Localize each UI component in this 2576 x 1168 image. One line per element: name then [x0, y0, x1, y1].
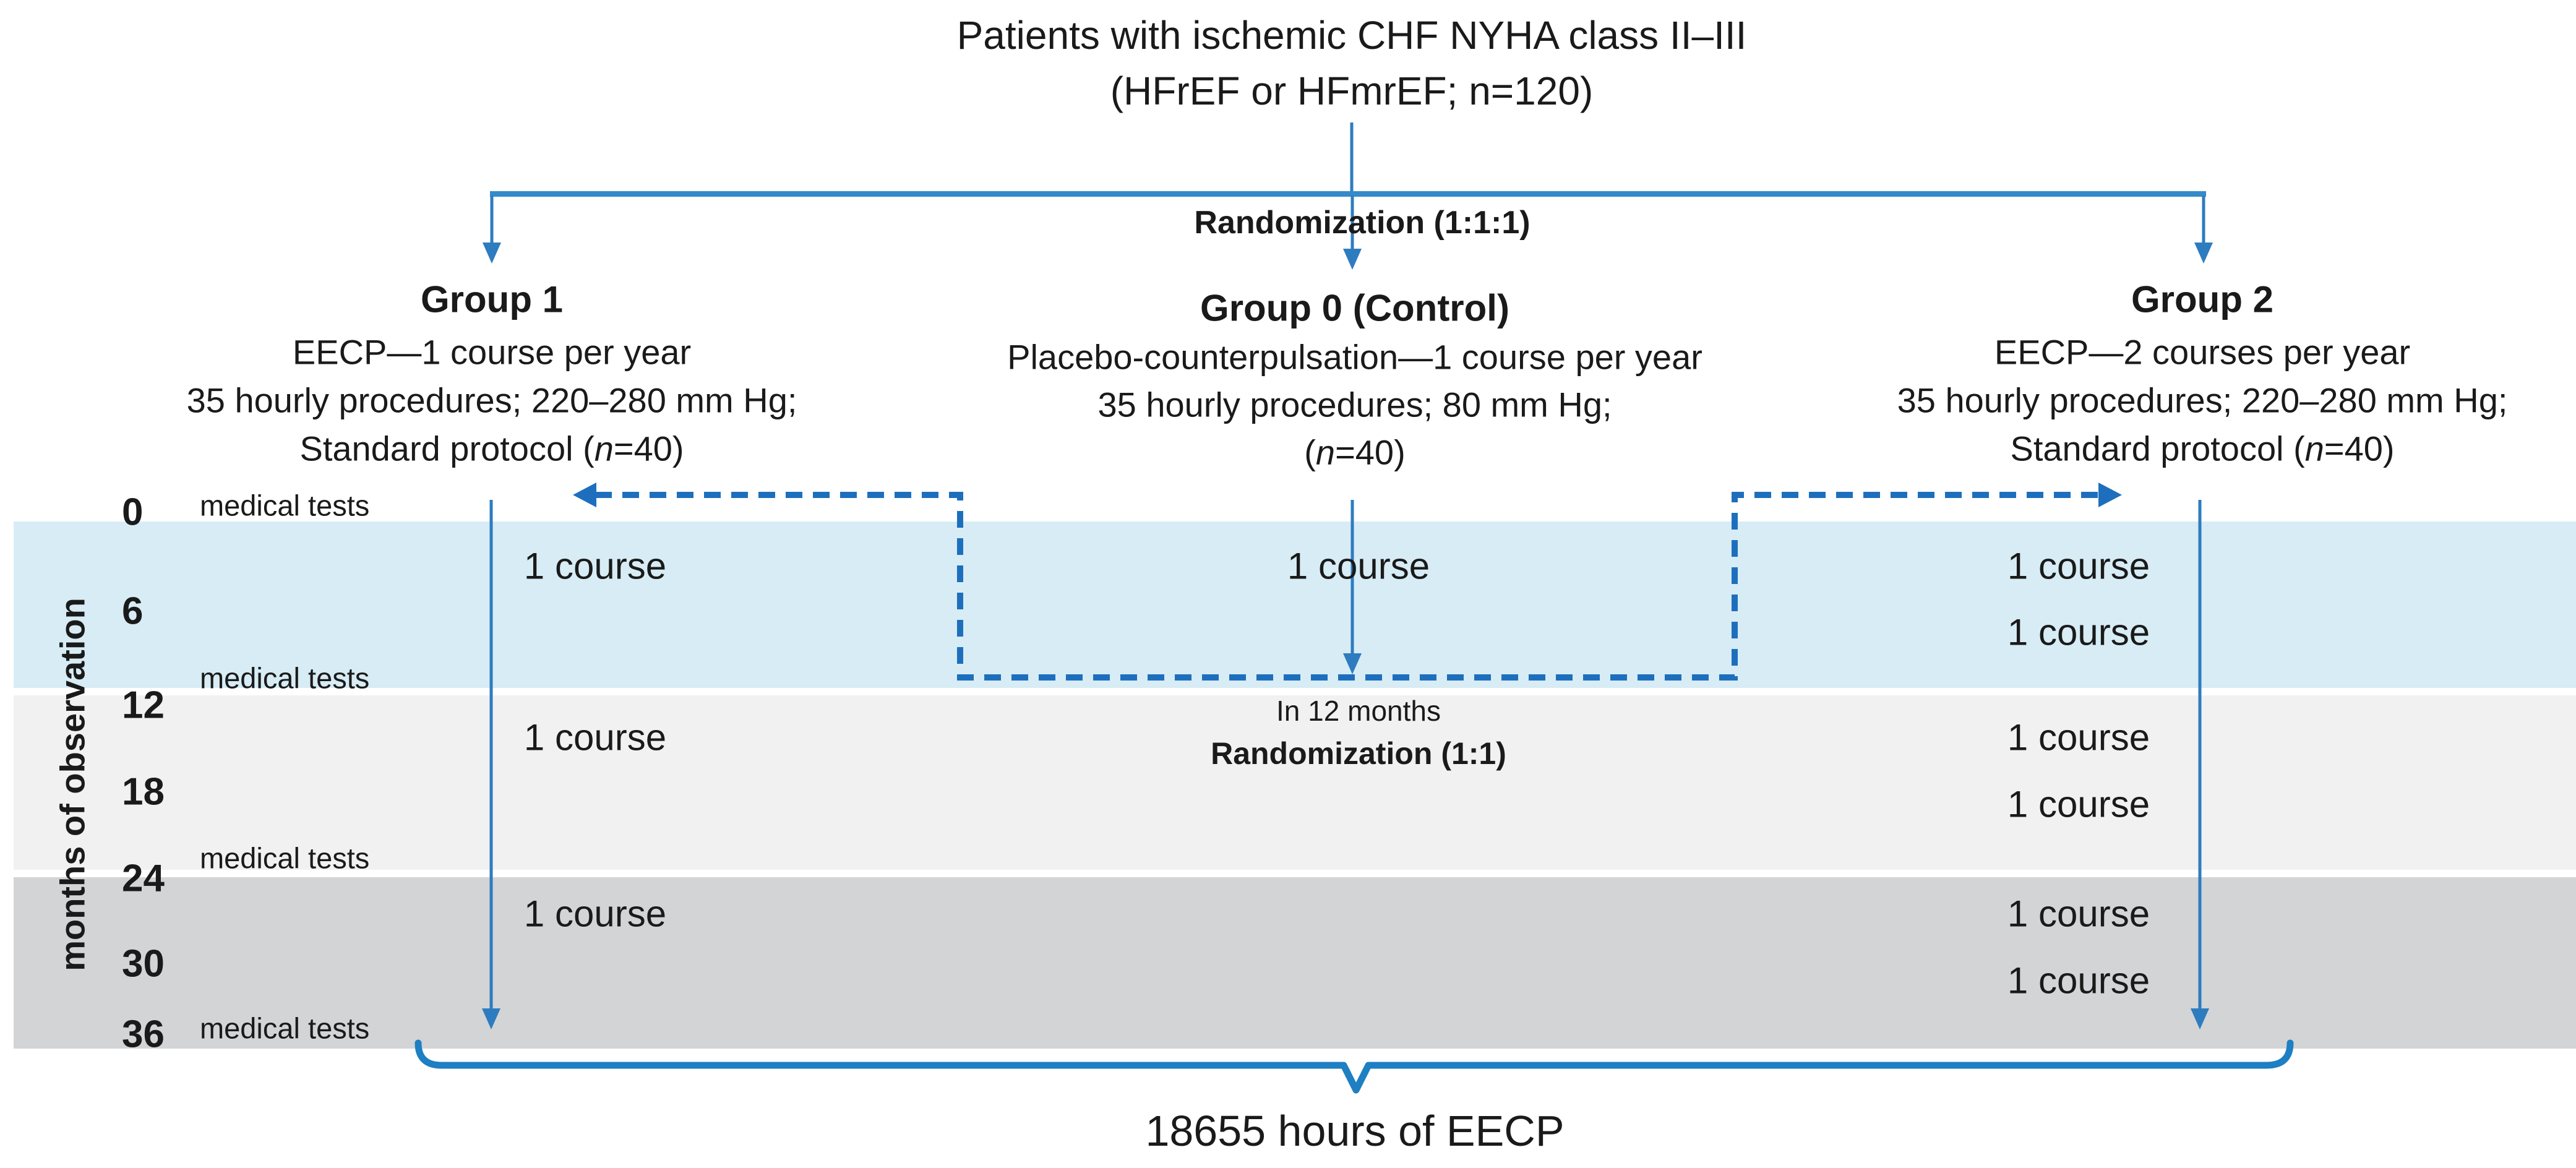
group1-name: Group 1	[420, 278, 564, 320]
group2-course-year3b: 1 course	[2007, 960, 2150, 1002]
randomization-split-connector	[483, 122, 2213, 270]
group0-dosage: 35 hourly procedures; 80 mm Hg;	[1097, 385, 1612, 424]
group2-timeline-arrowhead-icon	[2191, 1008, 2209, 1029]
in-12-months-label: In 12 months	[1276, 695, 1441, 728]
group2-course-year1a: 1 course	[2007, 545, 2150, 587]
group1-drop-arrowhead-icon	[483, 243, 501, 264]
month-tick-18: 18	[122, 770, 165, 814]
group1-course-year2: 1 course	[523, 716, 667, 758]
year3-band	[14, 877, 2576, 1049]
group2-protocol: Standard protocol (n=40)	[2010, 429, 2395, 469]
group1-timeline-arrowhead-icon	[482, 1008, 500, 1029]
group0-protocol-prefix: (	[1304, 432, 1316, 472]
group0-drop-arrowhead-icon	[1343, 249, 1362, 270]
group1-therapy: EECP—1 course per year	[292, 332, 692, 372]
eecp-total-bracket	[414, 1039, 2294, 1094]
group2-dosage: 35 hourly procedures; 220–280 mm Hg;	[1897, 380, 2508, 420]
group2-course-year3a: 1 course	[2007, 893, 2150, 935]
group1-protocol-prefix: Standard protocol (	[299, 429, 595, 468]
medical-tests-label-12m: medical tests	[200, 661, 370, 695]
group0-course-year1: 1 course	[1287, 545, 1430, 587]
month-tick-12: 12	[122, 684, 165, 727]
group1-course-year1: 1 course	[523, 545, 667, 587]
study-population-title-line2: (HFrEF or HFmrEF; n=120)	[1110, 69, 1594, 114]
group1-protocol-suffix: =40)	[613, 429, 684, 468]
crossover-left-arrowhead-icon	[573, 483, 596, 507]
month-tick-0: 0	[122, 491, 144, 534]
group2-protocol-suffix: =40)	[2324, 429, 2395, 468]
eecp-total-hours-label: 18655 hours of EECP	[1145, 1106, 1565, 1155]
month-tick-24: 24	[122, 857, 165, 900]
year1-band	[14, 522, 2576, 688]
group2-drop-arrowhead-icon	[2194, 243, 2213, 264]
month-tick-36: 36	[122, 1013, 165, 1056]
group0-protocol: (n=40)	[1304, 432, 1406, 473]
group1-dosage: 35 hourly procedures; 220–280 mm Hg;	[186, 380, 797, 420]
group2-course-year2b: 1 course	[2007, 783, 2150, 825]
month-tick-6: 6	[122, 590, 144, 633]
group0-protocol-n: n	[1315, 432, 1336, 472]
group2-protocol-n: n	[2304, 429, 2324, 468]
group2-timeline-arrow	[2191, 500, 2209, 1029]
randomization-bar	[490, 191, 2206, 197]
group0-timeline-arrow	[1343, 500, 1362, 674]
medical-tests-label-24m: medical tests	[200, 841, 370, 875]
year2-band	[14, 695, 2576, 870]
group0-therapy: Placebo-counterpulsation—1 course per ye…	[1007, 337, 1702, 377]
group2-protocol-prefix: Standard protocol (	[2010, 429, 2305, 468]
group1-timeline-arrow	[482, 500, 500, 1029]
group2-therapy: EECP—2 courses per year	[1994, 332, 2411, 372]
group1-course-year3: 1 course	[523, 893, 667, 935]
study-population-title-line1: Patients with ischemic CHF NYHA class II…	[956, 13, 1747, 58]
group2-course-year1b: 1 course	[2007, 611, 2150, 653]
group0-name: Group 0 (Control)	[1200, 287, 1509, 329]
group2-name: Group 2	[2131, 278, 2274, 320]
crossover-dashed-line	[595, 492, 2100, 681]
randomization-1-1-label: Randomization (1:1)	[1211, 736, 1506, 771]
group1-protocol: Standard protocol (n=40)	[299, 429, 684, 469]
group1-protocol-n: n	[594, 429, 614, 468]
group0-timeline-arrowhead-icon	[1343, 653, 1362, 674]
crossover-dashed-path	[573, 483, 2122, 681]
randomization-1-1-1-label: Randomization (1:1:1)	[1194, 204, 1531, 241]
group2-course-year2a: 1 course	[2007, 716, 2150, 758]
group0-protocol-suffix: =40)	[1335, 432, 1406, 472]
medical-tests-label-36m: medical tests	[200, 1011, 370, 1045]
crossover-right-arrowhead-icon	[2098, 483, 2122, 507]
months-of-observation-axis-label: months of observation	[53, 598, 92, 971]
month-tick-30: 30	[122, 942, 165, 986]
medical-tests-label-0m: medical tests	[200, 489, 370, 522]
